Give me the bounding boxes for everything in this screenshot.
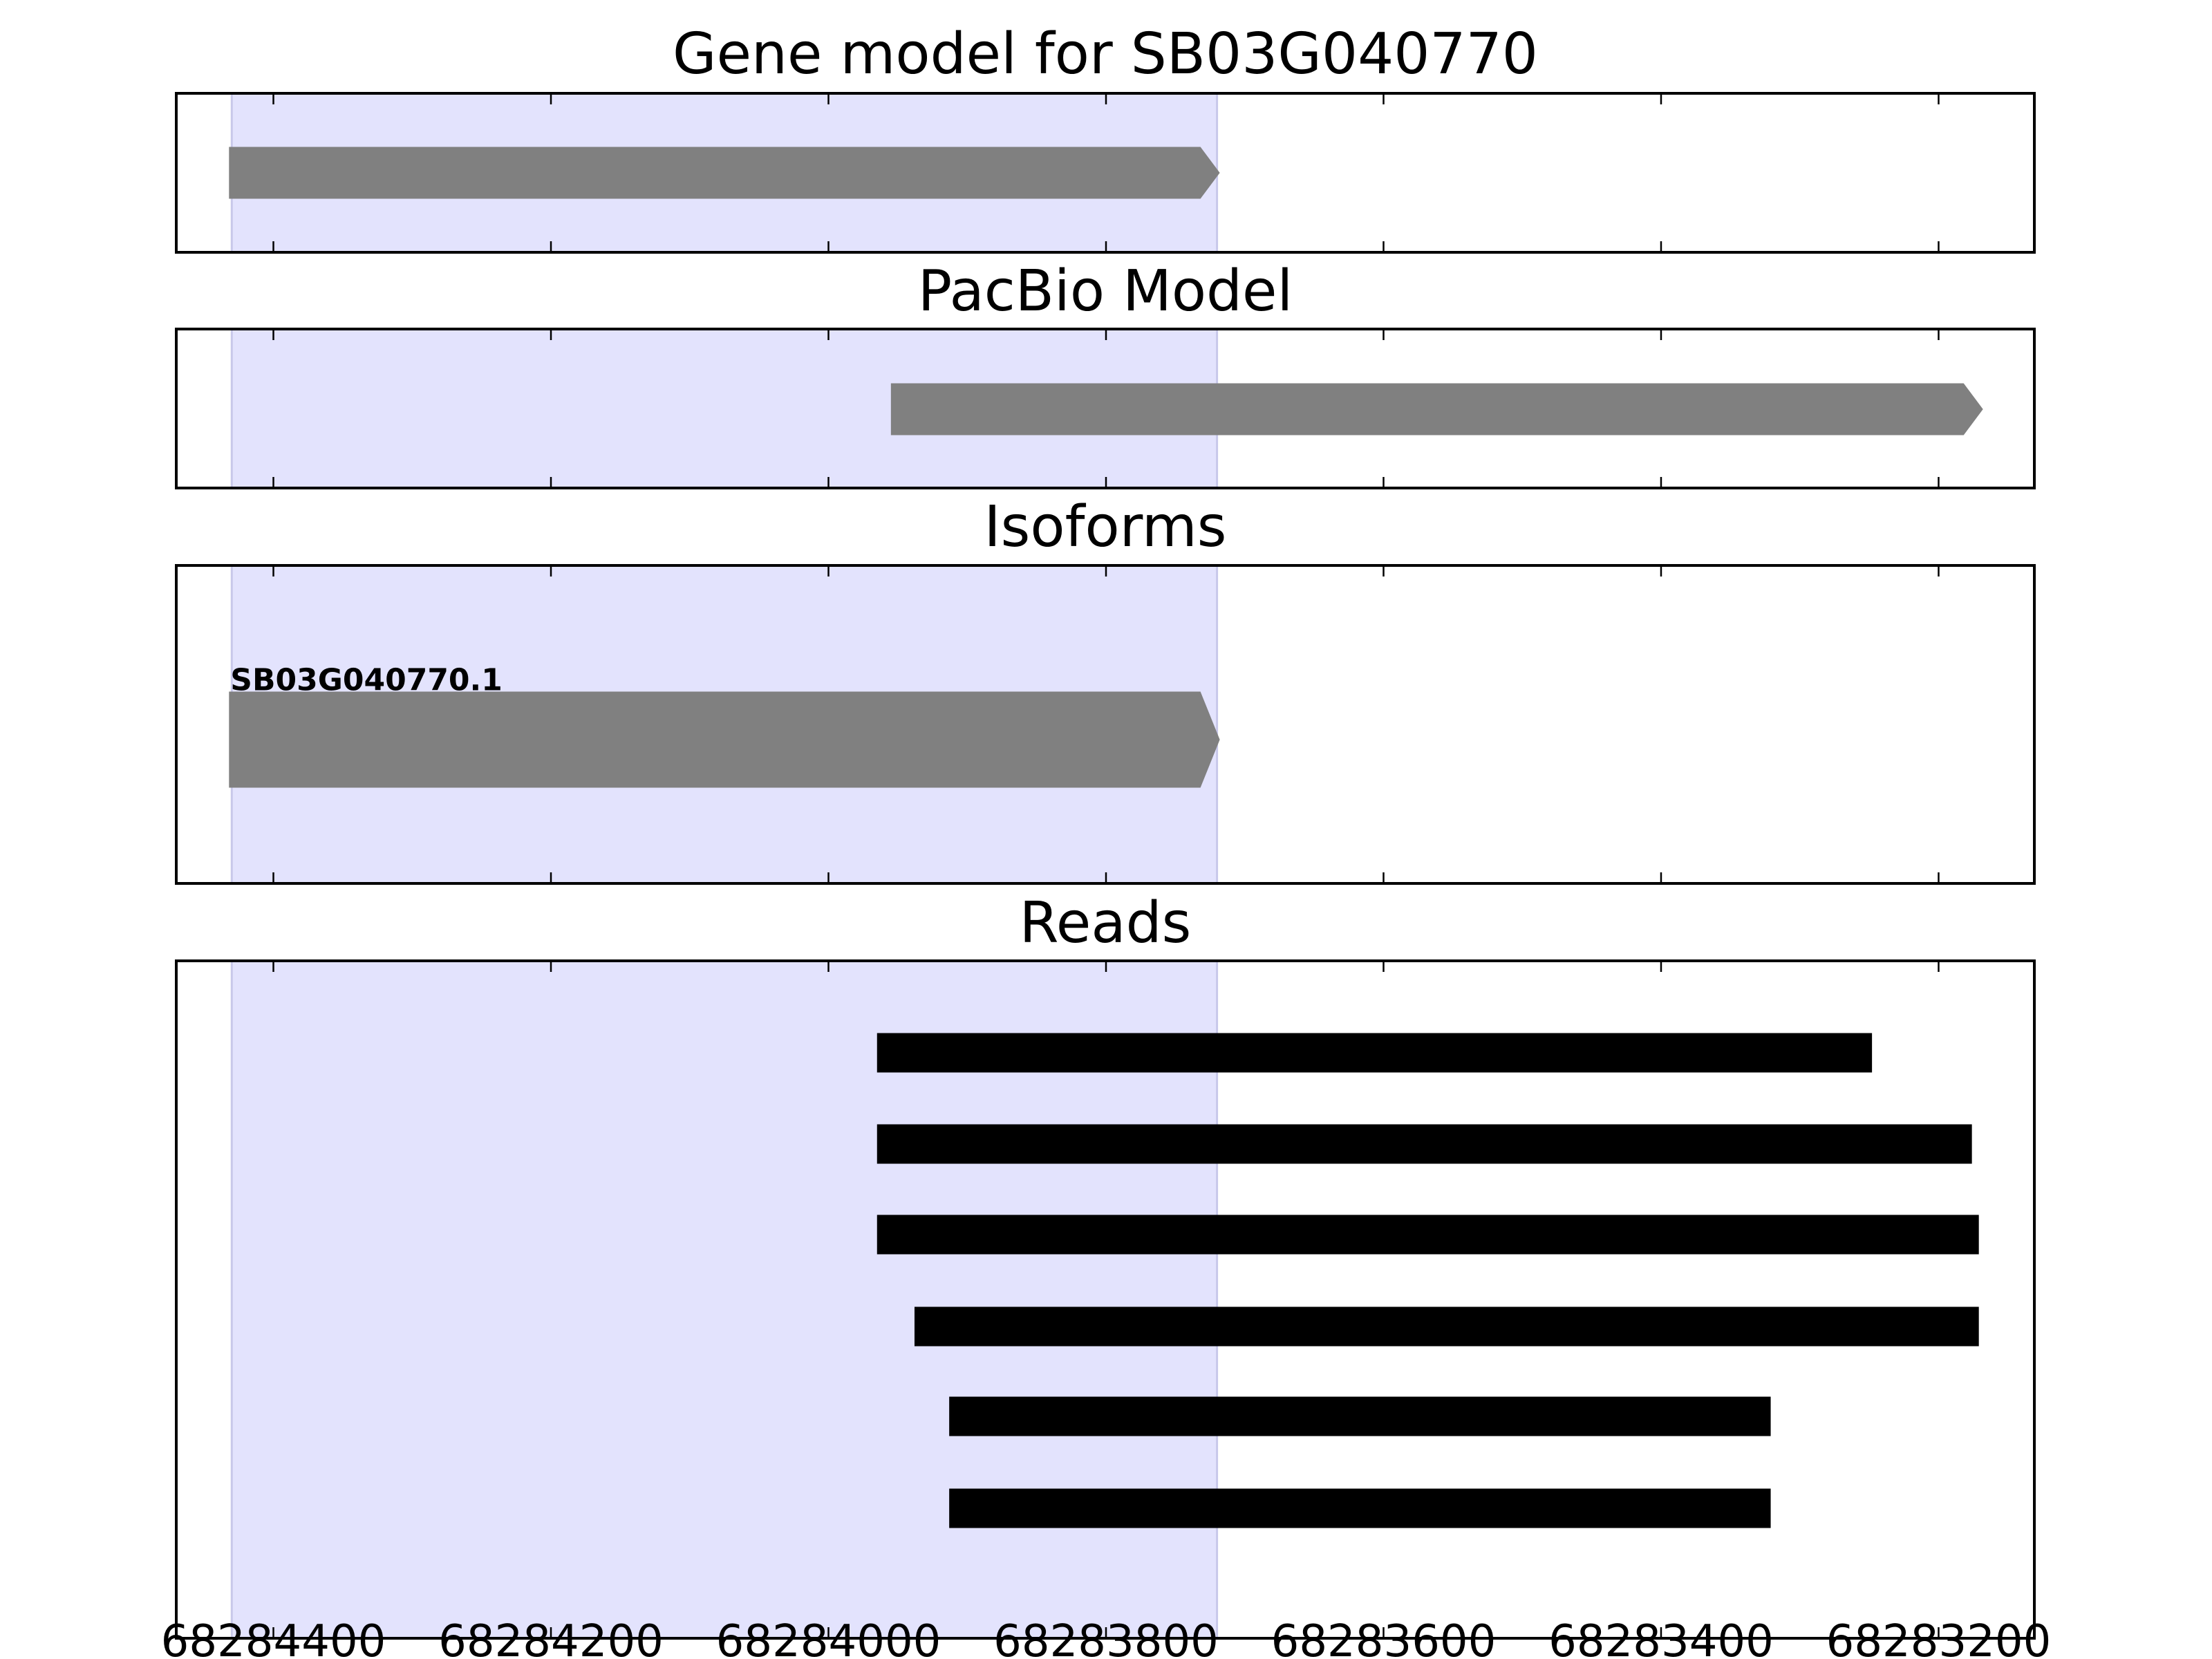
axes-frame [175, 328, 2036, 489]
isoform-label: SB03G040770.1 [230, 663, 503, 698]
x-tick-label: 68283600 [1271, 1616, 1497, 1659]
panel-title: Isoforms [984, 494, 1227, 560]
panel-title: PacBio Model [918, 259, 1293, 324]
axes-frame [175, 959, 2036, 1640]
x-tick-label: 68284400 [161, 1616, 386, 1659]
axes-frame [175, 564, 2036, 885]
x-tick-label: 68283400 [1548, 1616, 1774, 1659]
panel-title: Gene model for SB03G040770 [673, 21, 1538, 87]
read-bar [914, 1306, 1979, 1347]
x-tick-label: 68283200 [1826, 1616, 2052, 1659]
highlight-region [230, 328, 1219, 489]
x-tick-label: 68284000 [716, 1616, 941, 1659]
read-bar [949, 1488, 1771, 1528]
read-bar [877, 1124, 1972, 1164]
read-bar [949, 1396, 1771, 1436]
axes-frame [175, 92, 2036, 254]
x-tick-label: 68283800 [993, 1616, 1219, 1659]
x-tick-label: 68284200 [438, 1616, 664, 1659]
gene-model-bar [229, 147, 1220, 199]
pacbio-model-bar [890, 383, 1983, 435]
read-bar [877, 1215, 1979, 1255]
panel-title: Reads [1020, 890, 1192, 956]
read-bar [877, 1033, 1873, 1073]
isoform-bar [229, 691, 1220, 788]
